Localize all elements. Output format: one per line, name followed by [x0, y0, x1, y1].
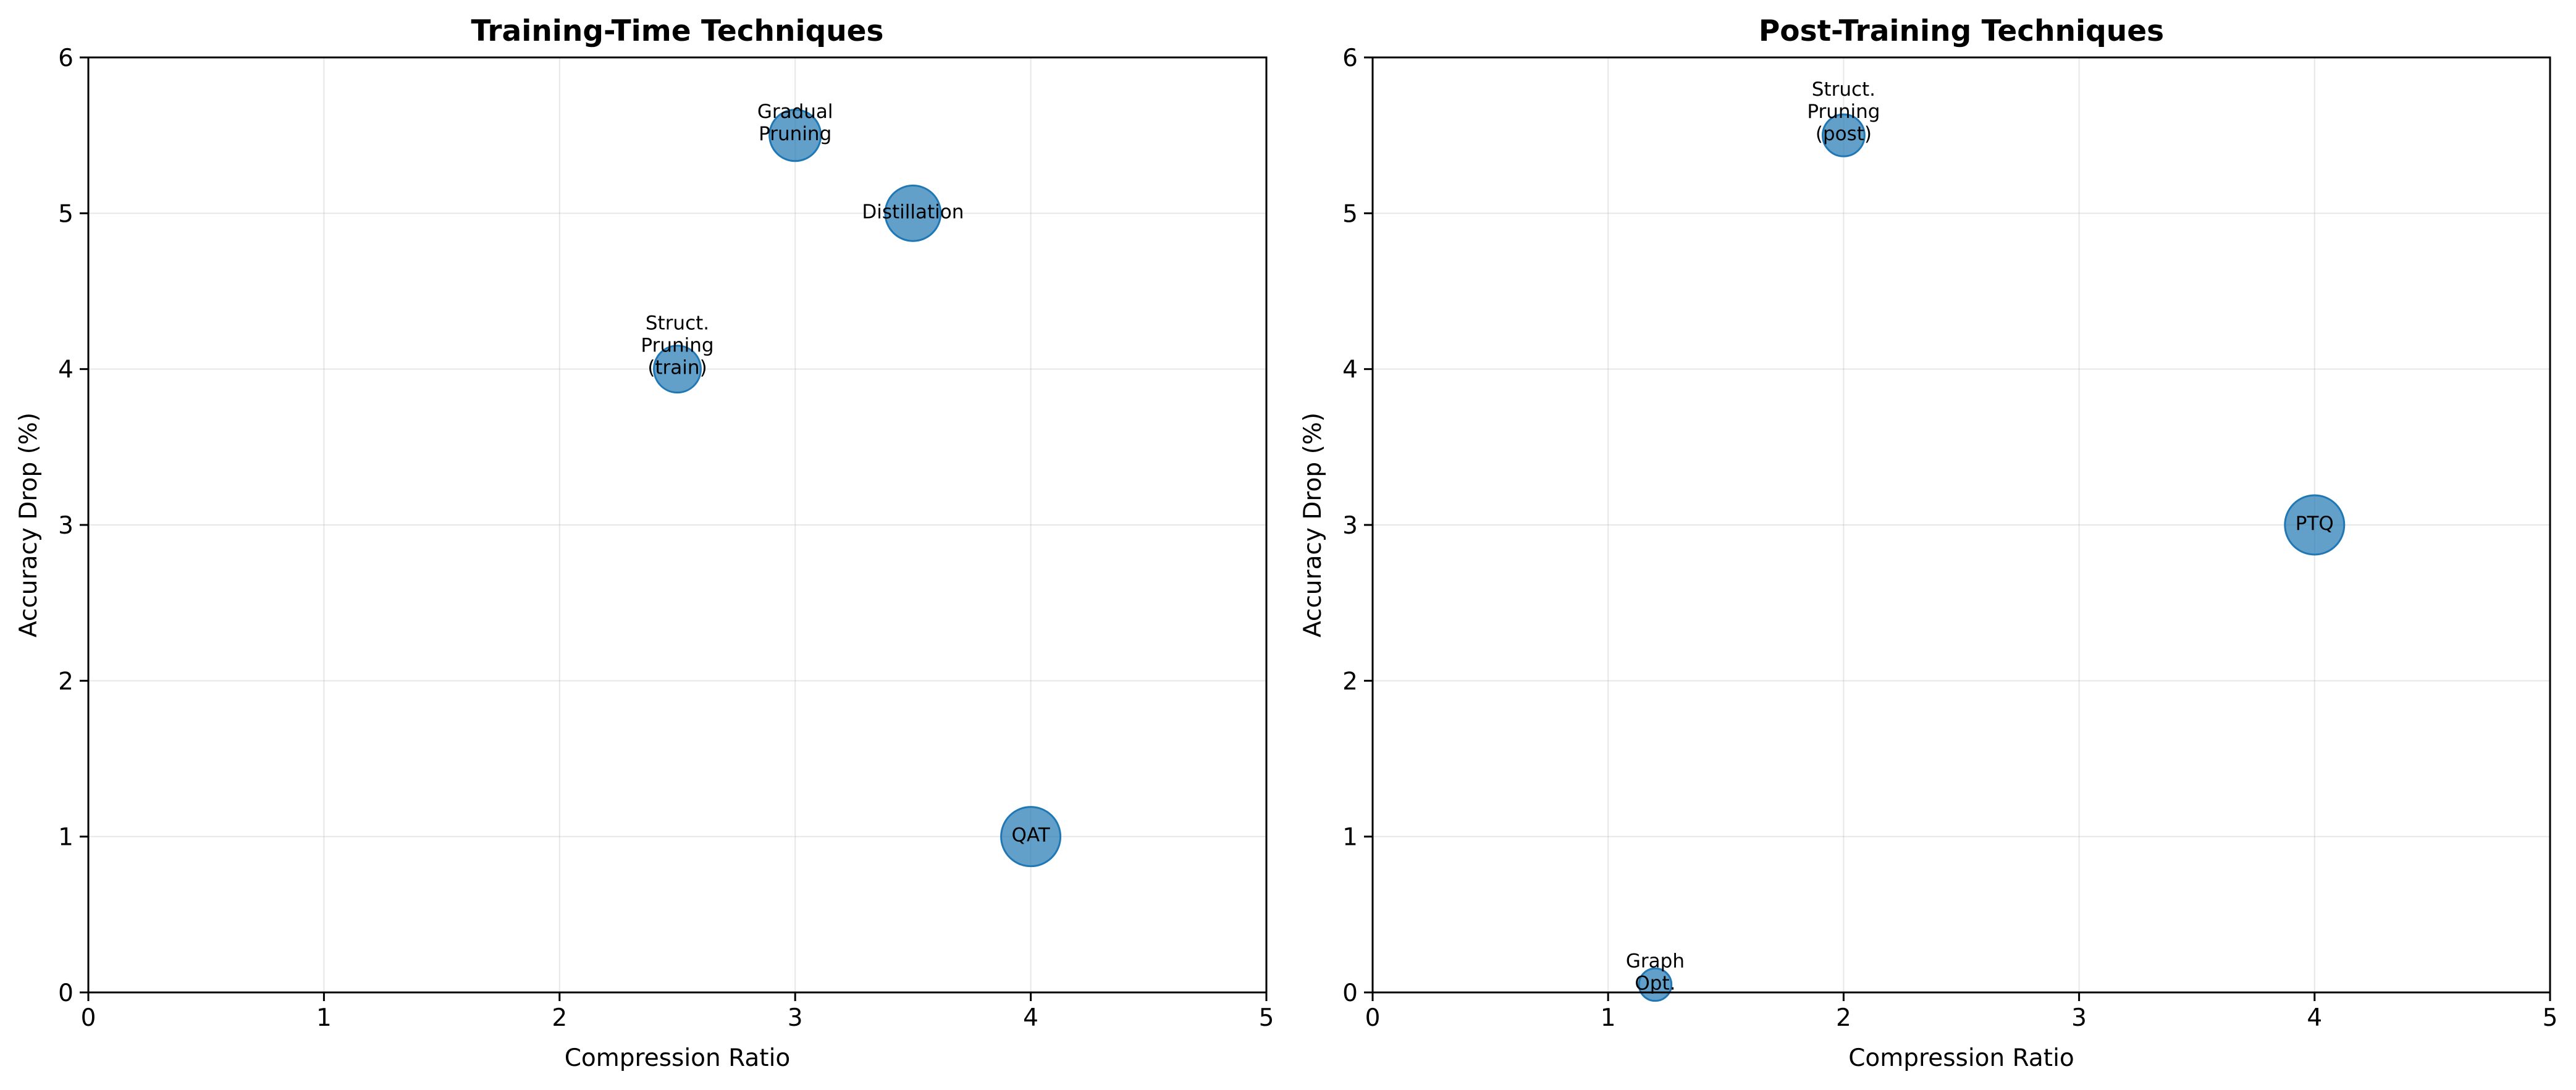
x-tick-label: 2 [552, 1004, 567, 1032]
point-label: Distillation [862, 201, 964, 223]
x-tick-label: 1 [1601, 1004, 1616, 1032]
data-point [1000, 806, 1062, 868]
point-label: QAT [1012, 824, 1051, 847]
y-tick-label: 6 [1342, 44, 1358, 72]
data-point [768, 109, 822, 162]
y-tick-label: 4 [58, 356, 74, 384]
y-tick-label: 2 [1342, 668, 1358, 695]
y-tick-label: 4 [1342, 356, 1358, 384]
y-tick-label: 6 [58, 44, 74, 72]
point-label: Struct. Pruning (train) [641, 312, 713, 379]
point-label: PTQ [2296, 513, 2334, 535]
x-tick-label: 4 [1023, 1004, 1038, 1032]
point-label: Graph Opt. [1626, 950, 1685, 994]
data-point [1821, 113, 1866, 157]
y-tick-label: 5 [58, 200, 74, 228]
y-tick-label: 3 [1342, 512, 1358, 540]
chart-title: Training-Time Techniques [471, 14, 883, 48]
x-tick-label: 1 [316, 1004, 332, 1032]
chart-panel-training-time: 0 1 2 3 4 5 0 1 2 3 4 5 6 Gradual Pruning Distillation S… [15, 14, 1274, 1072]
y-tick-label: 5 [1342, 200, 1358, 228]
data-point [653, 345, 702, 394]
x-tick-label: 4 [2307, 1004, 2322, 1032]
x-axis-label: Compression Ratio [565, 1044, 791, 1072]
x-tick-label: 3 [2071, 1004, 2087, 1032]
point-label: Struct. Pruning (post) [1807, 78, 1880, 145]
x-tick-label: 0 [1365, 1004, 1381, 1032]
data-point [2284, 494, 2346, 556]
y-tick-label: 3 [58, 512, 74, 540]
plot-frame [87, 56, 1268, 994]
y-tick-label: 1 [1342, 824, 1358, 852]
x-tick-label: 5 [2543, 1004, 2558, 1032]
y-tick-label: 2 [58, 668, 74, 695]
x-tick-label: 5 [1259, 1004, 1274, 1032]
y-axis-label: Accuracy Drop (%) [1299, 413, 1327, 637]
chart-panel-post-training: 0 1 2 3 4 5 0 1 2 3 4 5 6 Struct. Pruning (post) PTQ Grap… [1299, 14, 2557, 1072]
x-tick-label: 0 [81, 1004, 96, 1032]
x-tick-label: 3 [788, 1004, 803, 1032]
data-point [884, 184, 942, 242]
point-label: Gradual Pruning [757, 101, 833, 145]
chart-title: Post-Training Techniques [1759, 14, 2164, 48]
x-tick-label: 2 [1836, 1004, 1851, 1032]
y-axis-label: Accuracy Drop (%) [15, 413, 43, 637]
y-tick-label: 1 [58, 824, 74, 852]
plot-frame [1371, 56, 2551, 994]
y-tick-label: 0 [1342, 979, 1358, 1007]
y-tick-label: 0 [58, 979, 74, 1007]
x-axis-label: Compression Ratio [1848, 1044, 2074, 1072]
